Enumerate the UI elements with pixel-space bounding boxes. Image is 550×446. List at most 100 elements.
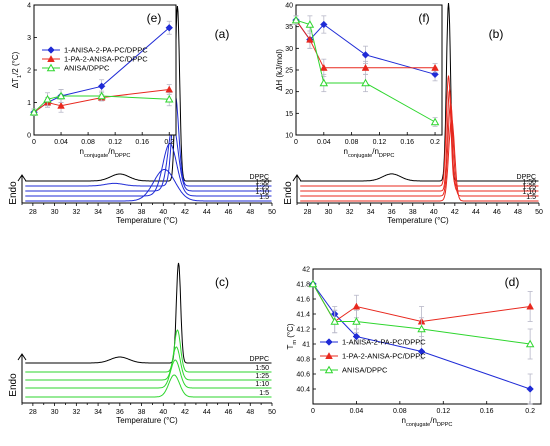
y-tick-label: 2 <box>27 68 31 75</box>
thermogram-curve <box>25 329 272 373</box>
thermogram-curve <box>300 117 539 202</box>
y-tick-label: 0 <box>27 133 31 140</box>
point-marker <box>56 91 66 100</box>
x-axis-label: nconjugate/nDPPC <box>402 416 453 428</box>
panel-d: 0 0.04 0.08 0.12 0.16 0.2 40.4 40.6 40.8 41 41.2 41… <box>286 267 542 428</box>
x-tick-label: 0.16 <box>480 408 494 415</box>
thermogram-curve <box>300 75 539 187</box>
x-tick-label: 0.08 <box>393 408 407 415</box>
panel-e: 0 0.04 0.08 0.12 0.16 0.2 0 1 2 3 4 nconjugate/nDPP… <box>11 3 177 159</box>
curve-label: 1:5 <box>259 194 269 201</box>
curve-label: 1:50 <box>255 365 269 372</box>
thermogram-curve <box>25 359 272 389</box>
panel-c: Endo 28 30 32 34 36 38 40 42 44 46 48 50 Temperature … <box>8 262 276 425</box>
panel-b: Endo 28 30 32 34 36 38 40 42 44 46 48 50 Temperature … <box>283 2 543 225</box>
point-marker <box>324 365 334 374</box>
point-marker <box>361 51 370 59</box>
x-axis-label: Temperature (°C) <box>116 216 178 225</box>
thermogram-curve <box>300 2 539 182</box>
y-axis-label: Endo <box>8 181 19 205</box>
x-tick-label: 0.08 <box>345 139 359 146</box>
x-tick-label: 42 <box>181 209 189 216</box>
x-axis-label: nconjugate/nDPPC <box>80 147 131 159</box>
point-marker <box>165 23 173 32</box>
point-marker <box>291 15 301 24</box>
curve-label: 1:5 <box>259 390 269 397</box>
panel-label: (a) <box>215 27 230 41</box>
y-tick-label: 40.8 <box>296 357 310 364</box>
legend-entry: 1-ANISA-2-PA-PC/DPPC <box>64 46 148 55</box>
legend-entry: ANISA/DPPC <box>64 64 110 73</box>
x-tick-label: 44 <box>472 209 480 216</box>
thermogram-curve <box>25 374 272 398</box>
thermogram-curve <box>25 346 272 381</box>
x-tick-label: 48 <box>246 209 254 216</box>
panel-label: (c) <box>215 275 229 289</box>
x-tick-label: 0.16 <box>400 139 414 146</box>
point-marker <box>43 94 52 103</box>
y-tick-label: 41.2 <box>296 327 310 334</box>
legend-entry: 1-PA-2-ANISA-PC/DPPC <box>64 55 148 64</box>
x-tick-label: 50 <box>535 209 543 216</box>
point-marker <box>319 63 328 71</box>
x-tick-label: 0 <box>311 408 315 415</box>
x-tick-label: 30 <box>51 209 59 216</box>
y-axis-label: Tm (°C) <box>286 323 298 349</box>
x-tick-label: 0.12 <box>436 408 450 415</box>
thermogram-curve <box>300 101 539 197</box>
y-tick-label: 41.6 <box>296 297 310 304</box>
point-marker <box>417 347 426 356</box>
x-tick-label: 40 <box>159 409 167 416</box>
series-2 <box>308 279 535 360</box>
curve-label: 1:25 <box>522 184 536 191</box>
point-marker <box>352 317 361 325</box>
x-tick-label: 38 <box>138 209 146 216</box>
point-marker <box>319 78 329 87</box>
panel-f: 0 0.04 0.08 0.12 0.16 0.2 10 15 20 25 30 35 40 nconju… <box>275 3 443 159</box>
x-tick-label: 28 <box>29 209 37 216</box>
curve-label: DPPC <box>517 174 536 181</box>
thermogram-curve <box>300 89 539 192</box>
x-tick-label: 0.08 <box>81 139 95 146</box>
y-axis-label: Endo <box>8 373 19 397</box>
series-2 <box>29 89 174 116</box>
thermogram-curve <box>25 142 272 197</box>
series-2 <box>291 15 440 127</box>
curve-label: 1:25 <box>255 373 269 380</box>
x-tick-label: 32 <box>346 209 354 216</box>
y-tick-label: 1 <box>27 100 31 107</box>
point-marker <box>352 302 361 310</box>
x-tick-label: 46 <box>493 209 501 216</box>
point-marker <box>430 117 440 126</box>
x-tick-label: 0.04 <box>54 139 68 146</box>
x-tick-label: 0.2 <box>525 408 535 415</box>
thermogram-curve <box>25 169 272 202</box>
point-marker <box>431 70 439 79</box>
thermogram-curve <box>25 262 272 364</box>
curve-label: DPPC <box>250 356 269 363</box>
point-marker <box>325 352 333 359</box>
legend-entry: 1-ANISA-2-PA-PC/DPPC <box>342 338 426 347</box>
point-marker <box>47 55 55 62</box>
y-tick-label: 35 <box>285 24 293 31</box>
x-axis-label: nconjugate/nDPPC <box>344 147 395 159</box>
endo-arrow <box>17 174 27 182</box>
x-tick-label: 34 <box>94 209 102 216</box>
point-marker <box>417 324 426 333</box>
curve-label: 1:25 <box>255 184 269 191</box>
x-tick-label: 36 <box>116 209 124 216</box>
x-tick-label: 30 <box>51 409 59 416</box>
y-tick-label: 41.8 <box>296 282 310 289</box>
curve-label: 1:10 <box>522 189 536 196</box>
x-tick-label: 36 <box>116 409 124 416</box>
x-tick-label: 44 <box>203 209 211 216</box>
y-tick-label: 4 <box>27 3 31 10</box>
point-marker <box>46 63 56 72</box>
point-marker <box>164 94 174 103</box>
y-tick-label: 15 <box>285 111 293 118</box>
x-tick-label: 40 <box>430 209 438 216</box>
point-marker <box>97 82 106 91</box>
point-marker <box>320 20 328 29</box>
